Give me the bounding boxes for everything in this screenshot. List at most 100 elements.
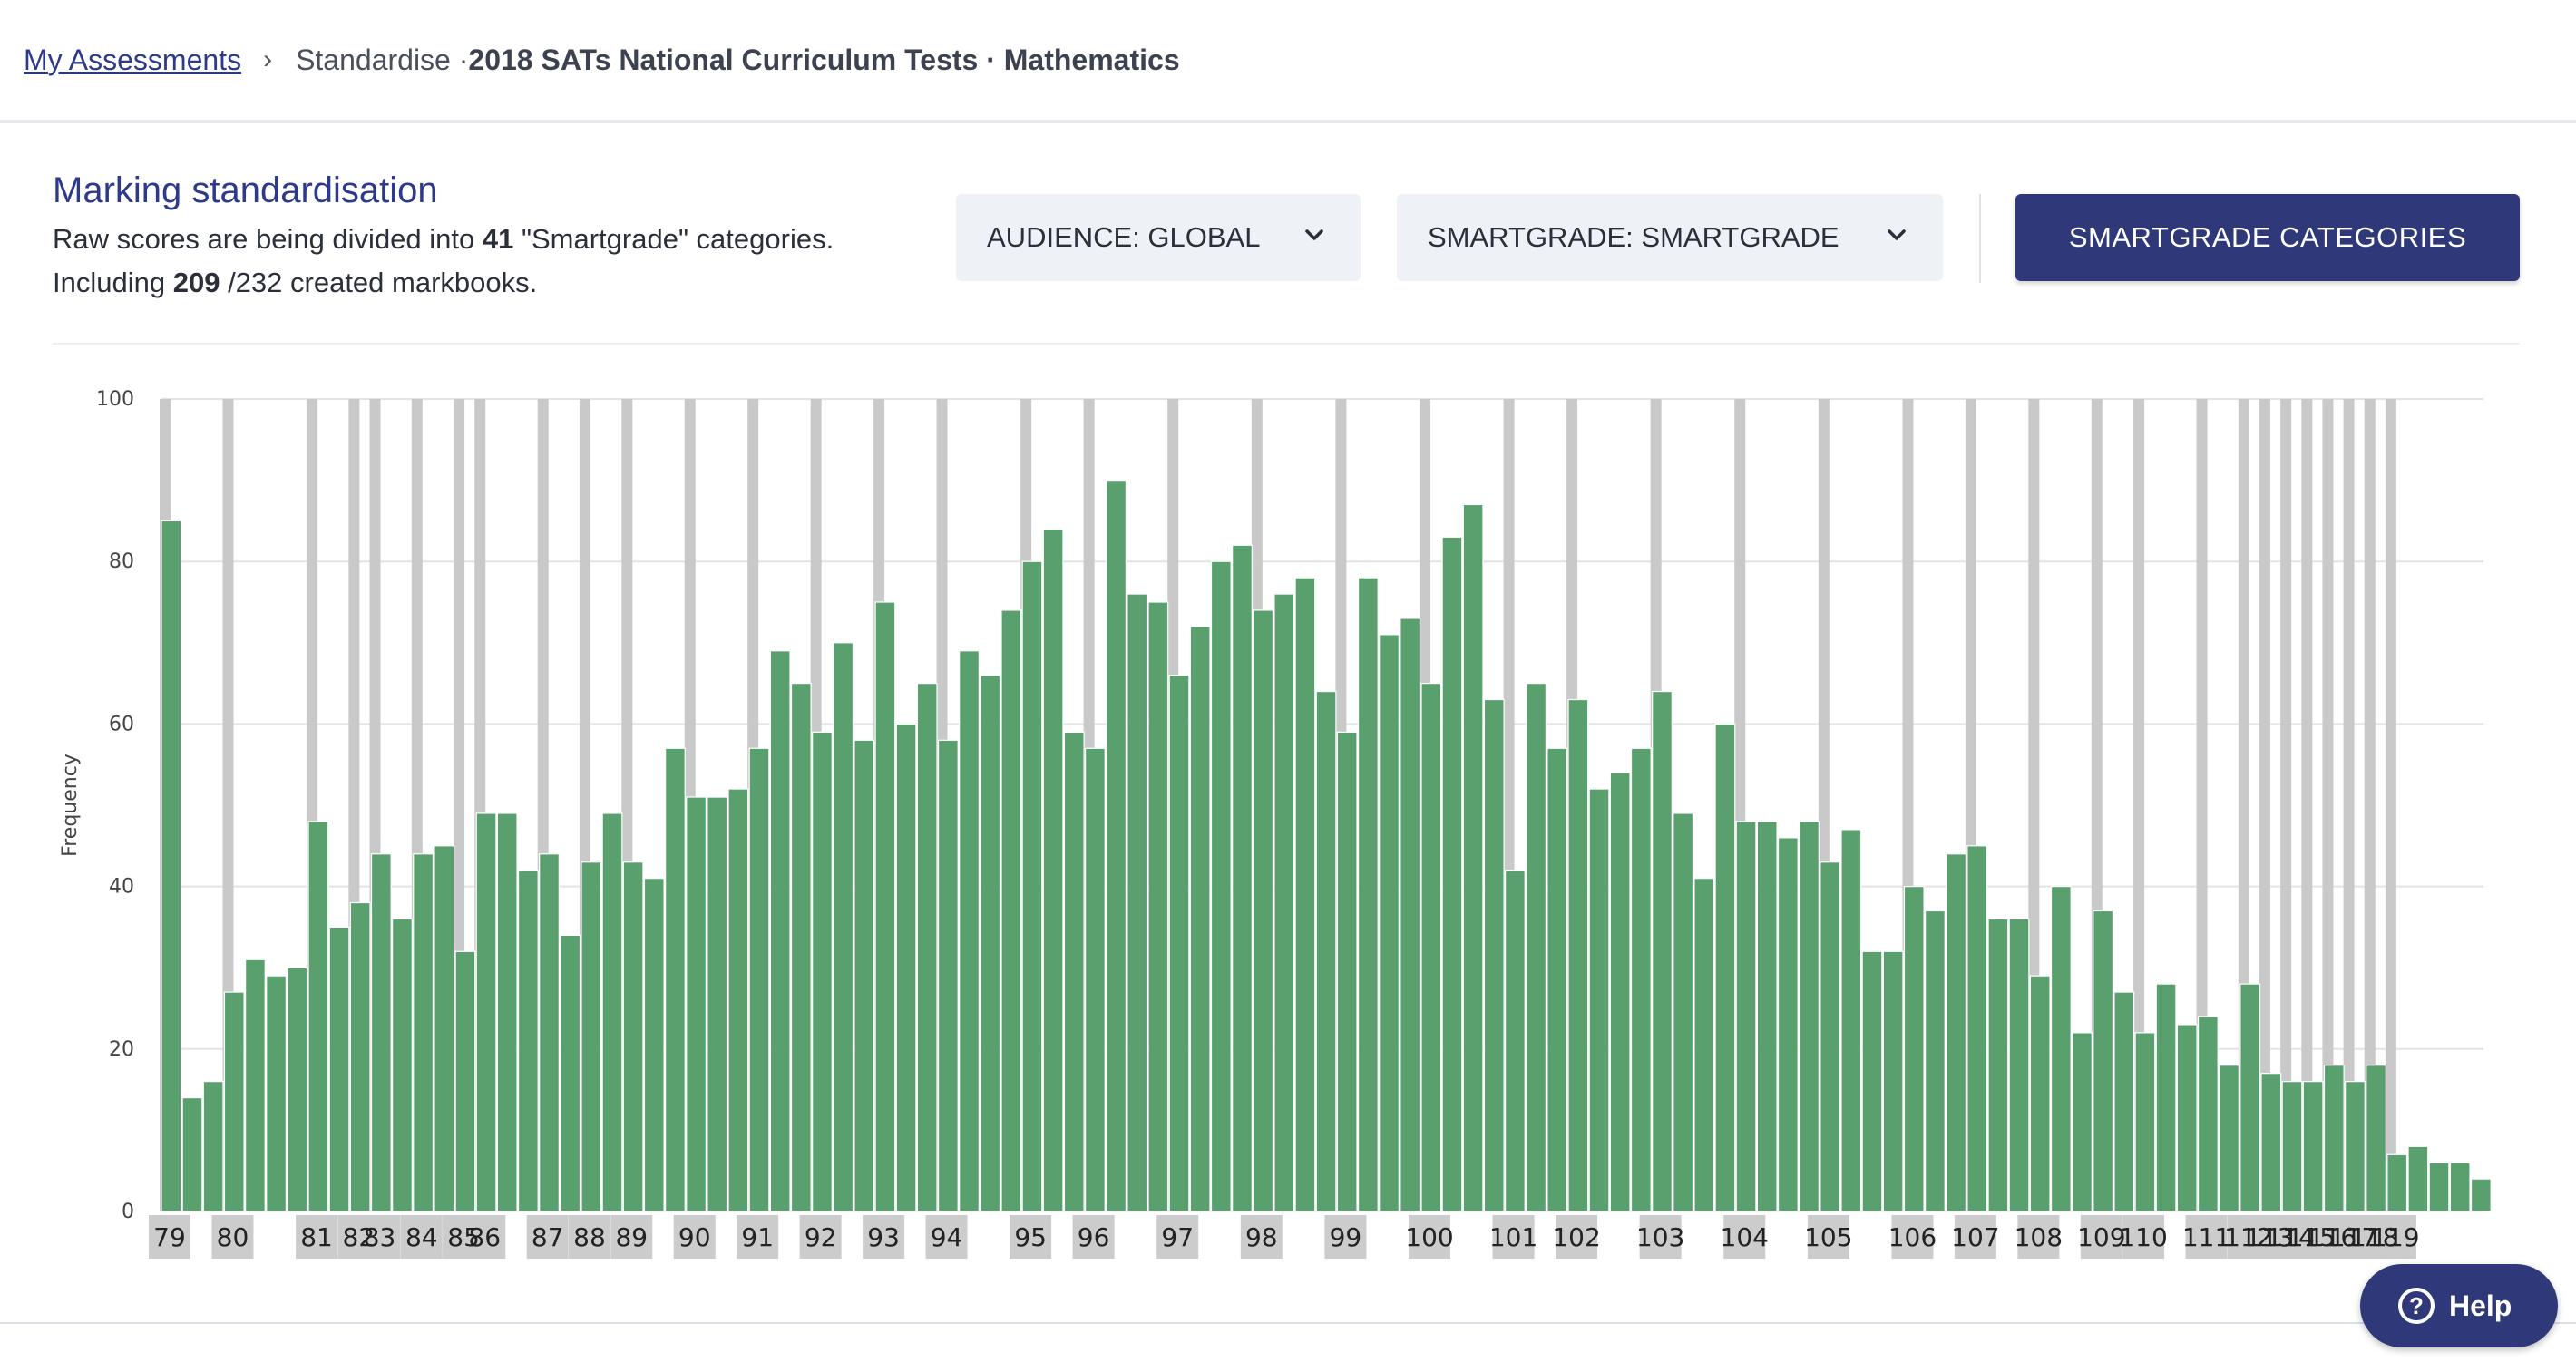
- score-label: 115: [2288, 1222, 2336, 1252]
- histogram-bar: [2449, 1162, 2471, 1212]
- category-boundary: [2322, 399, 2334, 1211]
- help-button[interactable]: ? Help: [2360, 1264, 2558, 1347]
- histogram-bar: [1253, 609, 1274, 1212]
- histogram-bar: [454, 950, 476, 1212]
- histogram-bar: [2008, 918, 2030, 1212]
- smartgrade-select[interactable]: SMARTGRADE: SMARTGRADE: [1397, 194, 1943, 281]
- histogram-bar: [2176, 1024, 2198, 1212]
- score-label: 101: [1489, 1222, 1537, 1252]
- histogram-bar: [2345, 1081, 2366, 1212]
- histogram-bar: [1777, 837, 1799, 1212]
- score-label: 106: [1888, 1222, 1937, 1252]
- score-label-box: [1807, 1215, 1849, 1259]
- histogram-bar: [643, 878, 665, 1212]
- histogram-bar: [2407, 1145, 2429, 1212]
- histogram-bar: [517, 870, 539, 1212]
- y-axis-label: Frequency: [59, 754, 82, 857]
- score-label-box: [358, 1215, 401, 1259]
- histogram-bar: [769, 650, 791, 1212]
- histogram-bar: [496, 812, 518, 1212]
- histogram-bar: [1966, 845, 1988, 1212]
- section-title: Marking standardisation: [53, 170, 438, 210]
- score-label-box: [1891, 1215, 1934, 1259]
- histogram-bar: [392, 918, 413, 1212]
- score-label: 84: [405, 1222, 438, 1252]
- histogram-bar: [2239, 983, 2261, 1212]
- histogram-bar: [664, 747, 686, 1212]
- histogram-bar: [1567, 698, 1589, 1212]
- score-label: 104: [1721, 1222, 1769, 1252]
- histogram-bar: [413, 853, 434, 1212]
- histogram-bar: [2197, 1016, 2219, 1212]
- histogram-bar: [895, 723, 917, 1212]
- histogram-bar: [980, 675, 1001, 1212]
- histogram-bar: [434, 845, 455, 1212]
- score-label-box: [400, 1215, 443, 1259]
- score-label: 112: [2224, 1222, 2272, 1252]
- histogram-bar: [1063, 731, 1085, 1212]
- category-boundary: [2280, 399, 2292, 1211]
- score-label: 96: [1078, 1222, 1110, 1252]
- desc-line1-post: "Smartgrade" categories.: [513, 223, 834, 255]
- score-label-box: [1556, 1215, 1598, 1259]
- category-boundary: [454, 399, 465, 1211]
- histogram-bar: [581, 861, 602, 1212]
- categories-description: Raw scores are being divided into 41 "Sm…: [53, 223, 834, 256]
- smartgrade-select-label: SMARTGRADE: SMARTGRADE: [1428, 221, 1839, 253]
- score-label-box: [1409, 1215, 1450, 1259]
- histogram-bar: [622, 861, 644, 1212]
- score-label: 86: [468, 1222, 501, 1252]
- histogram-bar: [812, 731, 833, 1212]
- score-label-box: [1723, 1215, 1766, 1259]
- score-label: 97: [1161, 1222, 1194, 1252]
- markbook-count: 209: [172, 267, 220, 298]
- help-label: Help: [2449, 1289, 2513, 1322]
- histogram-bar: [1315, 690, 1337, 1212]
- histogram-bar: [1799, 821, 1820, 1212]
- histogram-bar: [2219, 1065, 2239, 1212]
- breadcrumb-my-assessments-link[interactable]: My Assessments: [24, 43, 242, 76]
- histogram-bar: [161, 520, 182, 1212]
- score-label: 79: [153, 1222, 186, 1252]
- question-circle-icon: ?: [2398, 1288, 2435, 1324]
- y-tick-label: 100: [96, 388, 134, 411]
- chevron-down-icon: [1888, 229, 1906, 240]
- histogram-bar: [1357, 577, 1379, 1212]
- y-tick-label: 80: [109, 550, 134, 573]
- histogram-bar: [223, 991, 245, 1212]
- chevron-down-icon: [1305, 229, 1323, 240]
- histogram-bar: [2366, 1065, 2386, 1212]
- score-label: 116: [2308, 1222, 2356, 1252]
- histogram-bar: [1106, 480, 1127, 1212]
- histogram-bar: [1294, 577, 1316, 1212]
- histogram-bar: [2029, 975, 2051, 1212]
- audience-select[interactable]: AUDIENCE: GLOBAL: [956, 194, 1361, 281]
- score-label-box: [1639, 1215, 1682, 1259]
- category-boundary: [2385, 399, 2396, 1211]
- score-label: 118: [2350, 1222, 2398, 1252]
- histogram-bar: [707, 796, 728, 1212]
- score-label: 90: [678, 1222, 711, 1252]
- smartgrade-categories-button[interactable]: SMARTGRADE CATEGORIES: [2015, 194, 2520, 281]
- histogram-bar: [370, 853, 392, 1212]
- histogram-bar: [1504, 870, 1526, 1212]
- histogram-bar: [1714, 723, 1736, 1212]
- histogram-bar: [1526, 683, 1547, 1212]
- histogram-bar: [1882, 950, 1904, 1212]
- score-label-box: [799, 1215, 842, 1259]
- histogram-bar: [1189, 626, 1211, 1212]
- category-boundary: [2133, 399, 2145, 1211]
- histogram-bar: [2050, 885, 2072, 1212]
- histogram-bar: [1735, 821, 1757, 1212]
- score-label-box: [463, 1215, 506, 1259]
- histogram-bar: [245, 958, 266, 1212]
- histogram-bar: [1420, 683, 1442, 1212]
- y-tick-label: 0: [122, 1201, 134, 1223]
- histogram-bar: [1232, 544, 1253, 1212]
- score-label: 114: [2266, 1222, 2314, 1252]
- histogram-bar: [1673, 812, 1694, 1212]
- histogram-bar: [1168, 675, 1190, 1212]
- markbooks-description: Including 209 /232 created markbooks.: [53, 267, 537, 299]
- score-label: 113: [2245, 1222, 2293, 1252]
